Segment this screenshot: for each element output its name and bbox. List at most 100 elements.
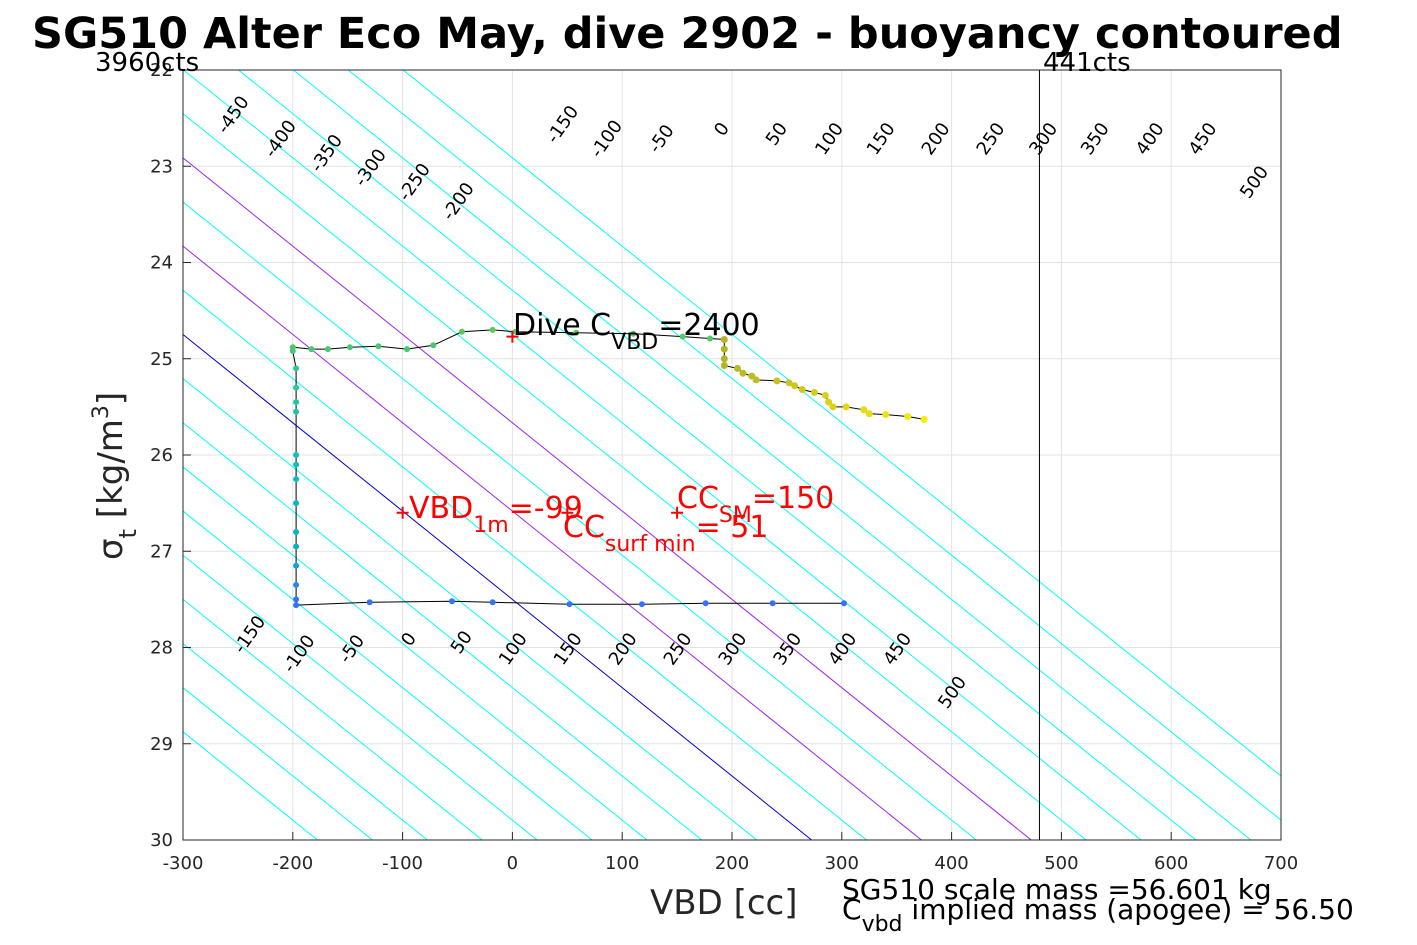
profile-point <box>821 391 829 399</box>
vbd-1m-marker <box>396 506 409 519</box>
profile-point <box>798 386 806 394</box>
y-tick-label: 30 <box>150 830 173 851</box>
profile-point <box>293 500 300 507</box>
implied-mass-label: Cvbd implied mass (apogee) = 56.50 <box>842 893 1354 937</box>
contour-line <box>347 70 1281 821</box>
profile-point <box>403 346 410 353</box>
cc-surf-min-marker <box>561 506 574 519</box>
profile-point <box>825 398 833 406</box>
profile-point <box>366 599 373 606</box>
y-axis-ticks: 22 23 24 25 26 27 28 29 30 <box>150 60 191 851</box>
profile-point <box>679 333 686 340</box>
contour-line <box>183 70 1142 840</box>
cc-sm-label: CCSM=150 <box>677 481 834 528</box>
top-left-counts: 3960cts <box>95 48 199 78</box>
contour-line <box>183 510 593 840</box>
x-tick-label: 0 <box>507 853 518 874</box>
profile-point <box>720 336 728 343</box>
y-tick-label: 26 <box>150 445 173 466</box>
contour-line <box>183 157 1032 840</box>
contour-line <box>183 201 977 840</box>
y-axis-label: σt [kg/m3] <box>89 392 142 560</box>
profile-point <box>489 599 496 606</box>
profile-point <box>720 345 728 353</box>
profile-point <box>882 411 890 419</box>
x-tick-label: 600 <box>1154 853 1188 874</box>
x-tick-label: 400 <box>934 853 968 874</box>
profile-point <box>293 384 300 391</box>
profile-point <box>791 382 799 390</box>
profile-point <box>375 343 382 350</box>
profile-point <box>769 600 776 607</box>
profile-point <box>865 410 873 418</box>
profile-point <box>289 348 296 355</box>
profile-point <box>449 598 456 605</box>
contour-line <box>183 333 812 840</box>
profile-point <box>458 328 465 335</box>
profile-point <box>324 346 331 353</box>
profile-segment <box>292 347 297 606</box>
y-tick-label: 28 <box>150 638 173 659</box>
profile-point <box>702 600 709 607</box>
profile-point <box>293 365 300 372</box>
profile-point <box>810 388 818 396</box>
x-tick-label: 700 <box>1264 853 1298 874</box>
profile-point <box>293 602 300 609</box>
contour-line <box>183 687 373 840</box>
y-tick-label: 23 <box>150 156 173 177</box>
profile-point <box>293 399 300 406</box>
profile-point <box>920 415 928 423</box>
profile-point <box>512 328 519 335</box>
annotation-markers <box>396 330 684 519</box>
y-tick-label: 22 <box>150 60 173 81</box>
y-tick-label: 25 <box>150 349 173 370</box>
profile-point <box>293 529 300 535</box>
profile-point <box>739 369 747 377</box>
profile-point <box>293 461 300 468</box>
contour-line <box>183 422 703 840</box>
profile-point <box>293 476 300 483</box>
cc-surf-min-label: CCsurf min= 51 <box>563 510 768 557</box>
vbd-1m-label: VBD1m=-99 <box>409 491 583 538</box>
x-axis-ticks: -300 -200 -100 0 100 200 300 400 500 600 700 <box>163 832 1298 874</box>
x-tick-label: -300 <box>163 853 204 874</box>
profile-point <box>707 335 714 342</box>
contour-line <box>183 554 538 840</box>
profile-point <box>308 346 315 353</box>
profile-point <box>860 406 868 414</box>
profile-point <box>346 344 353 351</box>
contour-line <box>183 466 648 840</box>
scale-mass-label: SG510 scale mass =56.601 kg <box>842 873 1272 906</box>
profile-point <box>638 601 645 608</box>
x-axis-label: VBD [cc] <box>650 883 798 923</box>
contour-line <box>183 113 1087 840</box>
profile-point <box>293 562 300 569</box>
profile-point <box>840 600 847 607</box>
profile-point <box>293 581 300 588</box>
contour-line <box>402 70 1281 777</box>
profile-point <box>573 329 580 336</box>
contour-line <box>183 377 758 840</box>
dive-c-vbd-label: Dive CVBD=2400 <box>513 308 760 355</box>
contour-line <box>183 598 483 840</box>
profile-point <box>733 364 741 372</box>
profile-point <box>293 408 300 415</box>
profile-point <box>904 413 912 420</box>
x-tick-label: -100 <box>382 853 423 874</box>
profile-point <box>293 452 300 458</box>
y-tick-label: 29 <box>150 734 173 755</box>
chart-title: SG510 Alter Eco May, dive 2902 - buoyanc… <box>32 9 1343 59</box>
y-tick-label: 24 <box>150 253 173 274</box>
x-tick-label: 100 <box>605 853 639 874</box>
x-tick-label: -200 <box>272 853 313 874</box>
profile-point <box>842 403 850 411</box>
top-right-counts: 441cts <box>1043 48 1131 78</box>
y-tick-label: 27 <box>150 541 173 562</box>
profile-point <box>785 379 793 387</box>
x-tick-label: 300 <box>825 853 859 874</box>
profile-point <box>630 330 637 337</box>
x-tick-label: 200 <box>715 853 749 874</box>
contour-line <box>183 245 922 840</box>
